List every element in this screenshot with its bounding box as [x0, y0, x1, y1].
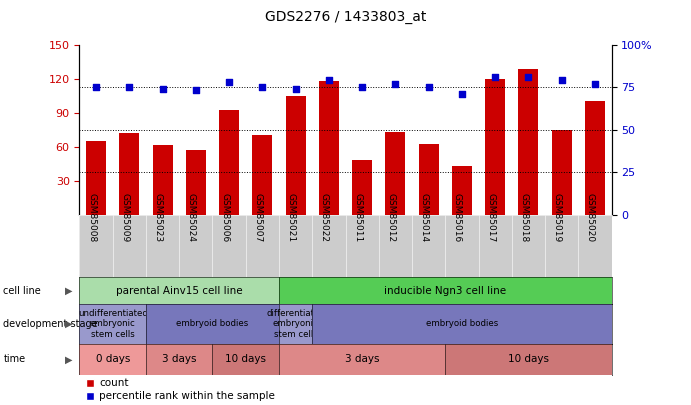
Bar: [319, 81, 339, 215]
Text: ▶: ▶: [66, 286, 73, 296]
Point: [224, 79, 235, 85]
Bar: [419, 144, 439, 215]
Text: embryoid bodies: embryoid bodies: [426, 320, 498, 328]
Point: [323, 77, 334, 83]
Point: [157, 85, 168, 92]
Text: ▶: ▶: [66, 354, 73, 364]
Bar: [86, 141, 106, 215]
Point: [190, 87, 201, 94]
Text: 10 days: 10 days: [225, 354, 266, 364]
Text: GSM85008: GSM85008: [87, 193, 96, 243]
Text: embryoid bodies: embryoid bodies: [176, 320, 249, 328]
Text: GSM85016: GSM85016: [453, 193, 462, 243]
Bar: [386, 132, 406, 215]
Text: GSM85017: GSM85017: [486, 193, 495, 243]
Text: 3 days: 3 days: [345, 354, 379, 364]
Text: GSM85023: GSM85023: [153, 193, 162, 242]
Text: GSM85014: GSM85014: [419, 193, 428, 242]
Bar: [518, 70, 538, 215]
Text: GSM85024: GSM85024: [187, 193, 196, 242]
Text: differentiated
embryonic
stem cells: differentiated embryonic stem cells: [266, 309, 325, 339]
Text: parental Ainv15 cell line: parental Ainv15 cell line: [116, 286, 243, 296]
Text: GSM85012: GSM85012: [386, 193, 395, 242]
Text: 0 days: 0 days: [95, 354, 130, 364]
Text: GDS2276 / 1433803_at: GDS2276 / 1433803_at: [265, 10, 426, 24]
Bar: [219, 110, 239, 215]
Point: [124, 84, 135, 90]
Bar: [252, 135, 272, 215]
Point: [257, 84, 268, 90]
Bar: [153, 145, 173, 215]
Bar: [585, 101, 605, 215]
Text: GSM85019: GSM85019: [553, 193, 562, 243]
Bar: [120, 133, 140, 215]
Text: ▶: ▶: [66, 319, 73, 329]
Bar: [452, 166, 472, 215]
Text: GSM85022: GSM85022: [320, 193, 329, 242]
Point: [423, 84, 434, 90]
Point: [290, 85, 301, 92]
Text: GSM85009: GSM85009: [120, 193, 129, 243]
Text: 10 days: 10 days: [508, 354, 549, 364]
Bar: [285, 96, 305, 215]
Text: inducible Ngn3 cell line: inducible Ngn3 cell line: [384, 286, 507, 296]
Text: undifferentiated
embryonic
stem cells: undifferentiated embryonic stem cells: [78, 309, 148, 339]
Bar: [186, 150, 206, 215]
Text: GSM85007: GSM85007: [254, 193, 263, 243]
Point: [357, 84, 368, 90]
Text: 3 days: 3 days: [162, 354, 196, 364]
Text: GSM85020: GSM85020: [586, 193, 595, 242]
Point: [556, 77, 567, 83]
Legend: count, percentile rank within the sample: count, percentile rank within the sample: [85, 378, 275, 401]
Text: GSM85021: GSM85021: [287, 193, 296, 242]
Point: [390, 81, 401, 87]
Text: cell line: cell line: [3, 286, 41, 296]
Point: [91, 84, 102, 90]
Bar: [485, 79, 505, 215]
Bar: [352, 160, 372, 215]
Point: [456, 91, 467, 97]
Bar: [551, 130, 571, 215]
Point: [523, 74, 534, 80]
Text: GSM85011: GSM85011: [353, 193, 362, 243]
Text: time: time: [3, 354, 26, 364]
Text: GSM85018: GSM85018: [520, 193, 529, 243]
Text: development stage: development stage: [3, 319, 98, 329]
Text: GSM85006: GSM85006: [220, 193, 229, 243]
Point: [589, 81, 600, 87]
Point: [490, 74, 501, 80]
